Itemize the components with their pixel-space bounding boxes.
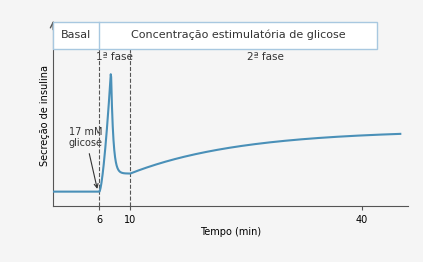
Text: 17 mM
glicose: 17 mM glicose bbox=[69, 127, 103, 188]
Text: Concentração estimulatória de glicose: Concentração estimulatória de glicose bbox=[131, 30, 346, 40]
Text: 1ª fase: 1ª fase bbox=[96, 52, 133, 62]
FancyBboxPatch shape bbox=[53, 21, 377, 49]
Text: 2ª fase: 2ª fase bbox=[247, 52, 284, 62]
X-axis label: Tempo (min): Tempo (min) bbox=[200, 227, 261, 237]
Text: Basal: Basal bbox=[61, 30, 91, 40]
Y-axis label: Secreção de insulina: Secreção de insulina bbox=[40, 65, 50, 166]
